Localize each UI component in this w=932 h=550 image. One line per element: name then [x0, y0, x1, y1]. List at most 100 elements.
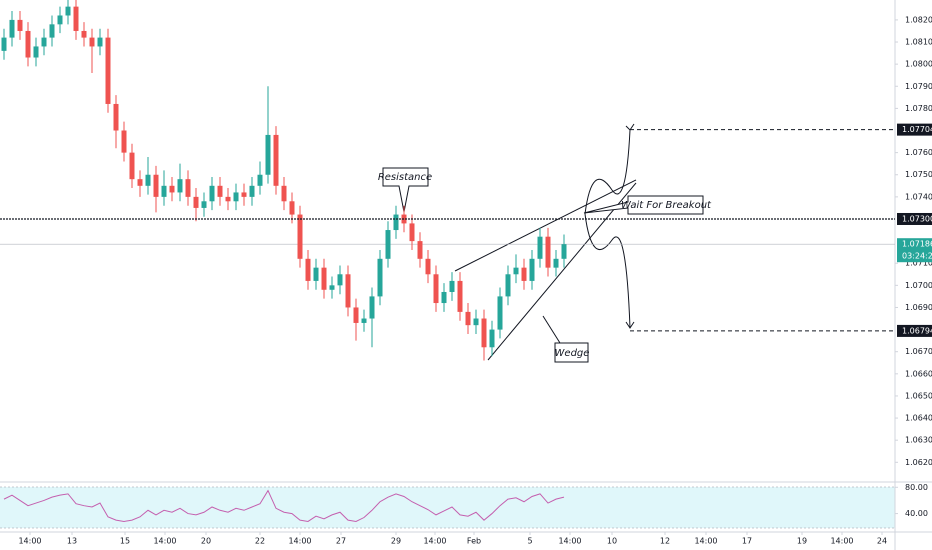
x-tick-label: 14:00 [830, 537, 853, 546]
x-tick-label: 14:00 [423, 537, 446, 546]
candle-body [473, 318, 479, 326]
resistance-label: Resistance [378, 172, 432, 183]
candle-body [305, 258, 311, 281]
x-tick-label: 24 [877, 537, 887, 546]
y-tick-label: 1.06700 [905, 347, 932, 356]
y-tick-label: 1.06600 [905, 369, 932, 378]
wedge-lower [487, 182, 637, 361]
candle-body [161, 185, 167, 197]
candle-body [81, 30, 87, 38]
candle-body [57, 15, 63, 25]
y-tick-label: 1.08100 [905, 38, 932, 47]
candle-body [433, 274, 439, 304]
candle-body [9, 19, 15, 38]
candle-body [217, 185, 223, 197]
breakout-label: Wait For Breakout [621, 200, 712, 211]
arrow-head [625, 123, 635, 131]
candle-body [257, 174, 263, 186]
candle-body [497, 296, 503, 330]
last-price-tag [897, 238, 932, 263]
candle-body [353, 307, 359, 323]
candle-body [41, 37, 47, 47]
y-tick-label: 1.07000 [905, 281, 932, 290]
x-tick-label: 29 [391, 537, 401, 546]
wedge-label: Wedge [555, 348, 590, 359]
candle-body [289, 201, 295, 215]
breakout-up-arrow [584, 129, 631, 215]
candle-body [241, 192, 247, 197]
candle-body [33, 46, 39, 58]
x-tick-label: 20 [201, 537, 211, 546]
rsi-tick-label: 40.00 [905, 509, 928, 518]
x-tick-label: 5 [527, 537, 532, 546]
candle-body [521, 267, 527, 281]
candle-body [193, 196, 199, 208]
candle-body [97, 37, 103, 47]
price-tag-label: 1.07300 [902, 214, 932, 223]
x-tick-label: 12 [660, 537, 670, 546]
price-tag-label: 1.07704 [902, 125, 932, 134]
countdown: 03:24:24 [902, 252, 932, 261]
candle-body [113, 103, 119, 131]
x-tick-label: 14:00 [558, 537, 581, 546]
rsi-line [3, 489, 565, 522]
candle-body [505, 274, 511, 297]
candle-body [489, 329, 495, 348]
resistance-callout [382, 167, 429, 213]
price-tag-label: 1.06794 [902, 326, 932, 335]
candle-body [25, 30, 31, 58]
candle-body [65, 6, 71, 16]
candle-body [465, 311, 471, 326]
candle-body [329, 285, 335, 290]
candle-body [105, 37, 111, 104]
candle-body [417, 241, 423, 259]
candle-body [169, 185, 175, 193]
x-tick-label: 14:00 [153, 537, 176, 546]
x-tick-label: 13 [67, 537, 77, 546]
candle-body [561, 244, 567, 259]
rsi-band [0, 487, 895, 528]
candle-body [337, 274, 343, 286]
candle-body [1, 37, 7, 51]
y-tick-label: 1.06300 [905, 436, 932, 445]
candle-body [537, 236, 543, 259]
x-tick-label: 14:00 [18, 537, 41, 546]
candle-body [249, 185, 255, 197]
y-tick-label: 1.06900 [905, 303, 932, 312]
y-tick-label: 1.08200 [905, 15, 932, 24]
x-tick-label: 15 [120, 537, 130, 546]
candle-body [369, 296, 375, 319]
candle-body [409, 223, 415, 242]
candle-body [177, 179, 183, 193]
candle-body [225, 196, 231, 202]
candle-body [393, 214, 399, 231]
y-tick-label: 1.07400 [905, 192, 932, 201]
x-tick-label: 27 [336, 537, 346, 546]
candle-body [153, 174, 159, 197]
candle-body [425, 258, 431, 275]
y-tick-label: 1.06400 [905, 414, 932, 423]
candle-body [321, 267, 327, 290]
candle-body [89, 37, 95, 47]
last-price-label: 1.07186 [902, 240, 932, 249]
x-tick-label: 19 [797, 537, 807, 546]
x-tick-label: 10 [607, 537, 617, 546]
candle-body [17, 19, 23, 31]
price-tag [897, 324, 932, 337]
candle-body [553, 258, 559, 268]
y-tick-label: 1.07600 [905, 148, 932, 157]
candle-body [49, 24, 55, 38]
candle-body [457, 280, 463, 312]
candle-body [137, 179, 143, 186]
breakout-down-arrow [584, 213, 631, 329]
x-tick-label: Feb [467, 537, 481, 546]
x-tick-label: 14:00 [694, 537, 717, 546]
wedge-upper [454, 179, 637, 272]
candle-body [545, 236, 551, 268]
candle-body [265, 134, 271, 175]
candle-body [345, 274, 351, 308]
candle-body [129, 152, 135, 180]
